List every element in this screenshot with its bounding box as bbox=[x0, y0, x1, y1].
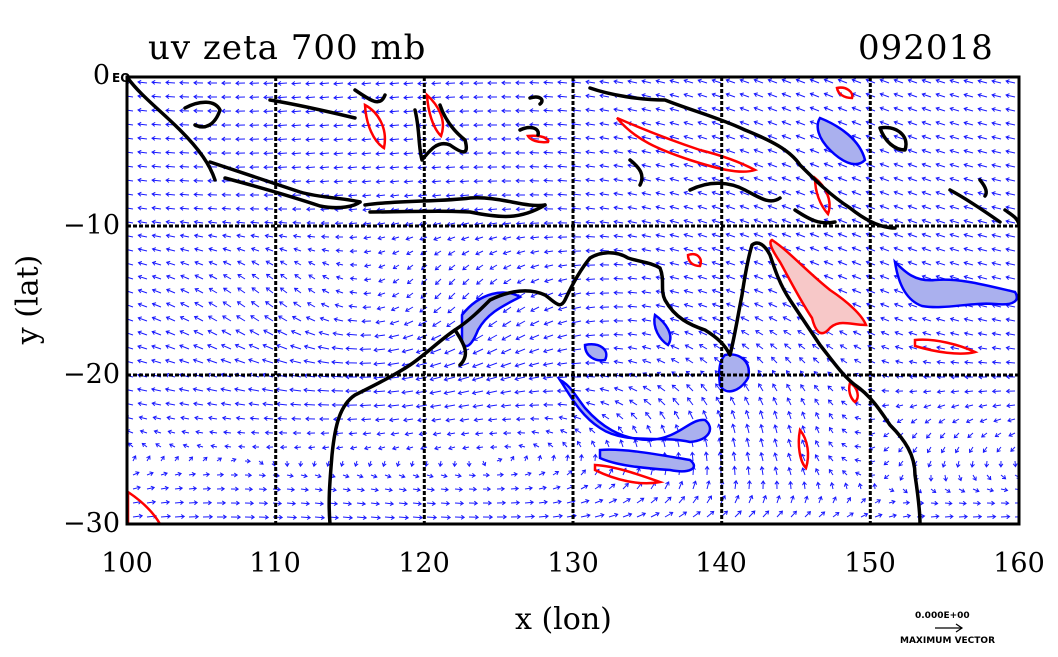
coastline bbox=[353, 88, 387, 104]
coastline bbox=[688, 181, 782, 203]
positive-vorticity-area bbox=[769, 238, 868, 335]
x-tick-label: 110 bbox=[249, 548, 301, 579]
positive-vorticity-contour bbox=[797, 427, 810, 471]
positive-vorticity-contour bbox=[835, 86, 854, 100]
positive-vorticity-contour bbox=[425, 92, 445, 139]
x-tick-label: 120 bbox=[398, 548, 450, 579]
positive-vorticity-contour bbox=[593, 463, 665, 485]
coastline bbox=[628, 158, 644, 187]
lat-lon-grid bbox=[127, 77, 1019, 524]
positive-vorticity-contour bbox=[686, 253, 702, 268]
equator-label: EQ bbox=[112, 71, 131, 85]
coastline bbox=[588, 86, 897, 230]
negative-vorticity-area bbox=[556, 376, 712, 444]
negative-vorticity-area bbox=[893, 258, 1019, 309]
positive-vorticity-contour bbox=[847, 381, 859, 404]
coastline bbox=[183, 100, 222, 129]
maximum-vector-arrow bbox=[935, 623, 964, 633]
coastline bbox=[518, 125, 540, 137]
x-tick-label: 130 bbox=[547, 548, 599, 579]
negative-vorticity-area bbox=[816, 116, 867, 166]
coastline bbox=[528, 95, 544, 106]
positive-vorticity-contour bbox=[913, 338, 979, 355]
x-tick-label: 150 bbox=[844, 548, 896, 579]
negative-vorticity-area bbox=[653, 312, 672, 347]
maximum-vector-label: MAXIMUM VECTOR bbox=[900, 636, 996, 646]
negative-vorticity-area bbox=[460, 291, 523, 348]
negative-vorticity-area bbox=[717, 353, 751, 393]
coastlines bbox=[127, 77, 1019, 524]
y-tick-label: −30 bbox=[63, 508, 120, 539]
date-code: 092018 bbox=[858, 28, 994, 68]
map-title: uv zeta 700 mb bbox=[148, 28, 427, 68]
x-tick-label: 100 bbox=[101, 548, 153, 579]
coastline bbox=[878, 125, 908, 152]
negative-vorticity-area bbox=[583, 343, 608, 362]
coastline bbox=[363, 196, 547, 208]
y-tick-label: 0 bbox=[92, 60, 110, 91]
coastline bbox=[127, 77, 217, 182]
y-tick-label: −20 bbox=[63, 359, 120, 390]
coastline bbox=[368, 203, 547, 219]
maximum-vector-value: 0.000E+00 bbox=[915, 611, 970, 621]
coastline bbox=[948, 188, 1002, 224]
coastline bbox=[413, 103, 468, 162]
x-axis-title: x (lon) bbox=[515, 602, 612, 637]
coastline bbox=[453, 328, 468, 367]
vorticity-contours bbox=[127, 86, 1019, 524]
y-axis-title: y (lat) bbox=[10, 254, 46, 345]
positive-vorticity-contour bbox=[616, 116, 759, 173]
coastline bbox=[223, 176, 362, 210]
plot-frame bbox=[125, 75, 1021, 526]
y-tick-label: −10 bbox=[63, 210, 120, 241]
coastline bbox=[793, 208, 837, 225]
positive-vorticity-contour bbox=[127, 489, 162, 524]
x-tick-label: 160 bbox=[993, 548, 1045, 579]
negative-vorticity-area bbox=[598, 448, 696, 473]
x-tick-label: 140 bbox=[695, 548, 747, 579]
coastline bbox=[268, 98, 357, 120]
positive-vorticity-contour bbox=[363, 102, 387, 150]
coastline bbox=[978, 178, 988, 198]
coastline bbox=[327, 241, 922, 524]
coastline bbox=[208, 160, 362, 204]
